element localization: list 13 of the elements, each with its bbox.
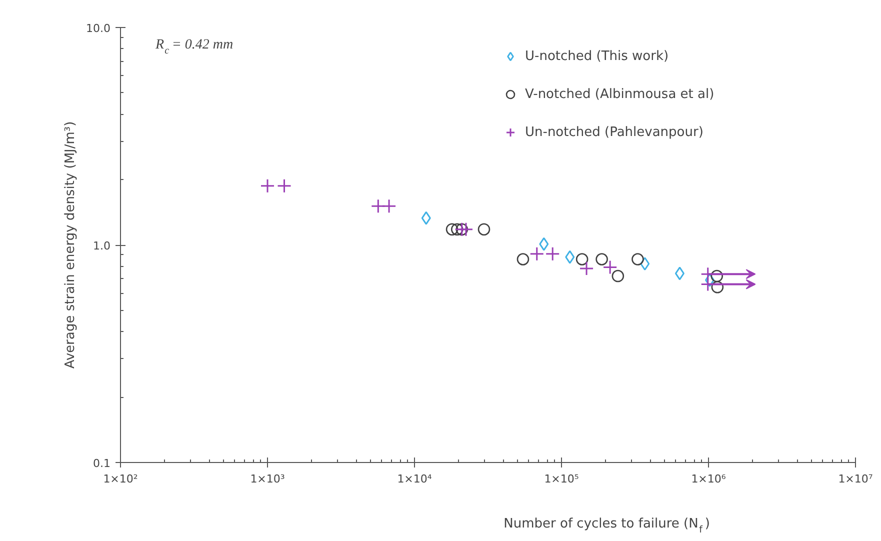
legend-label: U-notched (This work) [525,48,669,64]
x-tick-label: 1×10⁷ [838,472,873,486]
x-tick-label: 1×10⁴ [397,472,432,486]
y-tick-label: 10.0 [86,22,111,35]
y-axis-title: Average strain energy density (MJ/m³) [63,121,78,369]
y-tick-label: 0.1 [93,457,111,470]
legend-label: V-notched (Albinmousa et al) [525,86,714,102]
y-tick-label: 1.0 [93,240,111,252]
legend-label: Un-notched (Pahlevanpour) [525,124,704,140]
x-tick-label: 1×10⁵ [544,472,579,486]
x-tick-label: 1×10² [103,472,138,486]
x-tick-label: 1×10⁶ [691,472,726,486]
x-tick-label: 1×10³ [250,472,285,486]
